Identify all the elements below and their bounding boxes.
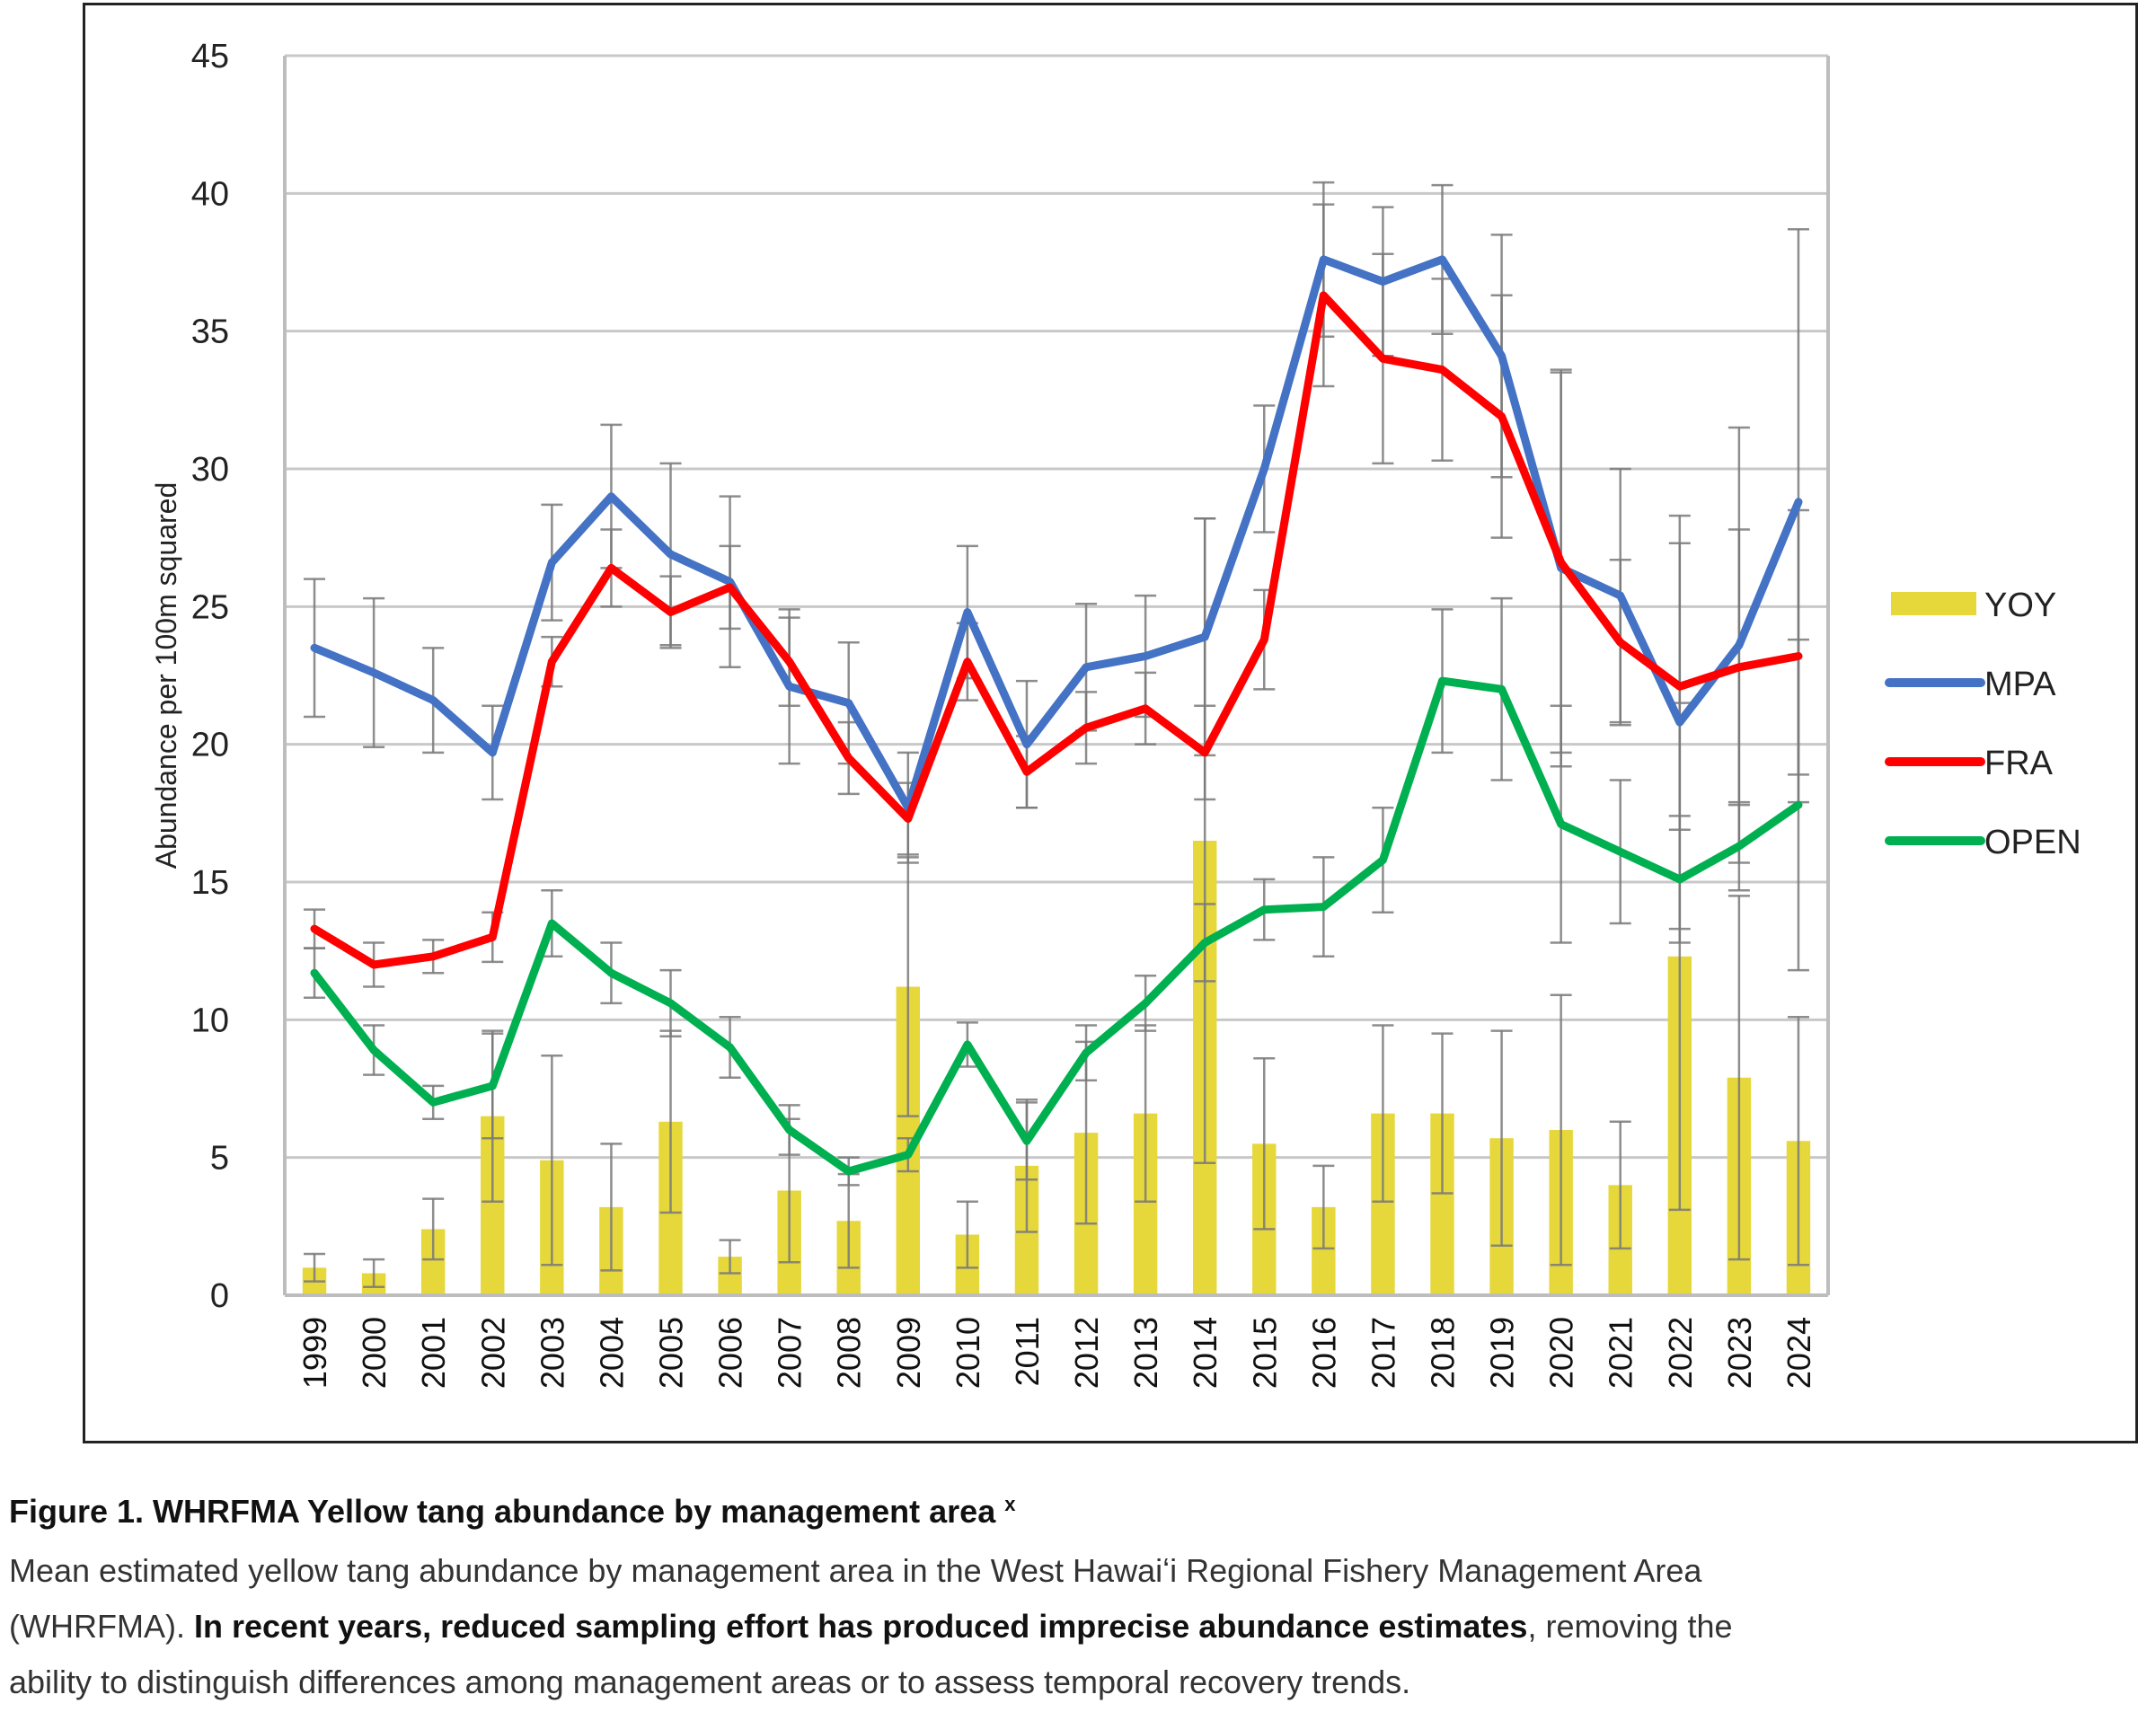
y-tick-label: 30 <box>191 451 229 489</box>
x-tick-label: 2009 <box>890 1317 927 1389</box>
x-tick-label: 2010 <box>950 1317 986 1389</box>
chart: 0 5 10 15 20 25 30 35 40 45 1999 2000 2001 2002 2003 20… <box>150 38 2081 1389</box>
x-tick-label: 2020 <box>1543 1317 1580 1389</box>
x-tick-label: 2017 <box>1365 1317 1401 1389</box>
x-tick-label: 2002 <box>474 1317 511 1389</box>
legend-label: FRA <box>1984 745 2054 782</box>
error-bar <box>1253 1057 1276 1231</box>
x-tick-label: 2024 <box>1780 1317 1817 1389</box>
x-tick-label: 2004 <box>593 1317 630 1389</box>
error-bar <box>1490 1029 1513 1248</box>
x-tick-label: 2005 <box>653 1317 690 1389</box>
error-bar <box>600 1143 623 1272</box>
x-tick-label: 2013 <box>1127 1317 1164 1389</box>
y-tick-label: 35 <box>191 313 229 351</box>
figure-frame <box>83 3 2138 1443</box>
figure-caption-title: Figure 1. WHRFMA Yellow tang abundance b… <box>9 1493 2156 1531</box>
x-tick-label: 2008 <box>831 1317 868 1389</box>
x-tick-label: 2018 <box>1425 1317 1462 1389</box>
legend-item-yoy: YOY <box>1891 587 2056 624</box>
y-tick-label: 15 <box>191 864 229 902</box>
caption-line-1: Mean estimated yellow tang abundance by … <box>9 1552 1702 1589</box>
caption-line-2-start: (WHRFMA). <box>9 1608 194 1645</box>
axes: 0 5 10 15 20 25 30 35 40 45 1999 2000 2001 2002 2003 20… <box>191 38 1830 1389</box>
y-tick-label: 5 <box>210 1140 229 1178</box>
x-tick-label: 2001 <box>415 1317 452 1389</box>
y-tick-label: 45 <box>191 38 229 75</box>
legend-swatch-bar <box>1891 592 1976 615</box>
legend-item-mpa: MPA <box>1885 666 2056 703</box>
error-bar <box>1431 1032 1454 1195</box>
series-lines <box>310 255 1803 1176</box>
y-tick-label: 25 <box>191 588 229 626</box>
x-tick-label: 2000 <box>356 1317 393 1389</box>
caption-title-text: Figure 1. WHRFMA Yellow tang abundance b… <box>9 1493 996 1530</box>
x-tick-label: 2007 <box>772 1317 808 1389</box>
error-bar <box>1609 1120 1631 1250</box>
yoy-bars <box>302 841 1811 1295</box>
y-tick-label: 0 <box>210 1277 229 1315</box>
y-tick-label: 20 <box>191 727 229 764</box>
x-tick-label: 2023 <box>1721 1317 1758 1389</box>
error-bar <box>422 1197 445 1261</box>
line-open <box>310 676 1803 1176</box>
figure-caption-body: Mean estimated yellow tang abundance by … <box>9 1543 2156 1710</box>
legend-item-fra: FRA <box>1885 745 2054 782</box>
y-tick-label: 10 <box>191 1002 229 1039</box>
x-tick-label: 2011 <box>1009 1317 1046 1386</box>
caption-emphasis: In recent years, reduced sampling effort… <box>193 1608 1528 1645</box>
y-axis-label: Abundance per 100m squared <box>150 482 182 869</box>
caption-line-2: (WHRFMA). In recent years, reduced sampl… <box>9 1599 2156 1655</box>
error-bar <box>363 1258 385 1289</box>
caption-title-mark: x <box>1004 1493 1016 1515</box>
error-bar <box>956 1200 978 1269</box>
x-tick-label: 2014 <box>1187 1317 1224 1389</box>
error-bar <box>1727 895 1750 1261</box>
x-tick-label: 2015 <box>1246 1317 1283 1389</box>
x-tick-label: 2012 <box>1068 1317 1105 1389</box>
legend-item-open: OPEN <box>1885 824 2081 861</box>
x-tick-label: 2016 <box>1305 1317 1342 1389</box>
error-bar <box>541 1054 563 1266</box>
error-bar <box>1372 1024 1394 1203</box>
error-bar <box>719 1239 741 1275</box>
x-tick-label: 2006 <box>712 1317 749 1389</box>
error-bar <box>1550 993 1572 1266</box>
x-tick-label: 2003 <box>534 1317 570 1389</box>
legend: YOY MPA FRA OPEN <box>1885 587 2081 861</box>
line-fra <box>310 291 1803 969</box>
y-tick-label: 40 <box>191 175 229 213</box>
error-bar <box>304 1252 326 1283</box>
error-bar <box>1312 1164 1335 1250</box>
error-bars <box>304 181 1809 1289</box>
error-bar <box>1787 1016 1809 1266</box>
x-tick-label: 2019 <box>1484 1317 1521 1389</box>
caption-line-2-end: , removing the <box>1527 1608 1733 1645</box>
legend-label: OPEN <box>1984 824 2081 861</box>
caption-line-3: ability to distinguish differences among… <box>9 1664 1411 1700</box>
legend-label: MPA <box>1984 666 2056 703</box>
x-tick-label: 2021 <box>1603 1317 1639 1389</box>
x-tick-label: 1999 <box>296 1317 333 1389</box>
legend-label: YOY <box>1984 587 2056 624</box>
x-tick-label: 2022 <box>1662 1317 1699 1389</box>
